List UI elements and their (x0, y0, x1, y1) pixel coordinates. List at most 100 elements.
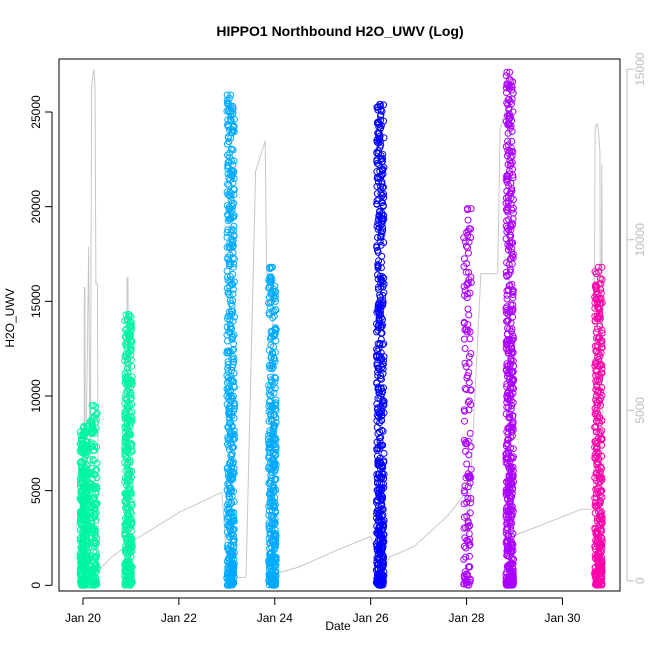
data-point (598, 541, 606, 549)
data-point (230, 508, 238, 516)
data-point (267, 278, 275, 286)
data-point (505, 105, 513, 113)
data-point (272, 374, 280, 382)
data-point (229, 270, 237, 278)
data-point (229, 516, 236, 524)
data-point (265, 294, 273, 302)
data-point (376, 441, 384, 449)
data-point (504, 101, 512, 109)
data-point (89, 577, 96, 585)
data-point (267, 523, 274, 531)
data-point (225, 505, 233, 513)
data-point (377, 374, 385, 382)
data-point (89, 428, 97, 436)
data-point (376, 531, 384, 539)
data-point (502, 410, 510, 418)
data-point (506, 483, 514, 491)
data-point (592, 377, 600, 385)
data-point (228, 145, 236, 153)
data-point (227, 429, 235, 437)
data-point (123, 505, 131, 512)
x-tick-label: Jan 30 (544, 611, 580, 625)
data-point (229, 307, 237, 315)
data-point (460, 255, 468, 263)
data-point (508, 328, 515, 336)
data-point (93, 459, 101, 467)
data-point (125, 469, 133, 477)
data-point (89, 456, 97, 463)
data-point (379, 224, 387, 232)
data-point (505, 316, 512, 324)
data-point (506, 75, 514, 83)
data-point (76, 526, 84, 534)
data-point (266, 427, 274, 435)
data-point (267, 406, 275, 414)
data-point (373, 452, 381, 460)
data-point (591, 312, 599, 320)
data-point (88, 464, 96, 472)
data-point (224, 361, 232, 369)
data-point (124, 514, 131, 522)
data-point (272, 536, 280, 544)
data-point (510, 577, 517, 584)
trace-line-layer (83, 69, 604, 581)
data-point (598, 520, 606, 528)
data-point (79, 472, 87, 480)
data-point (376, 102, 384, 110)
data-point (503, 81, 511, 89)
data-point (465, 397, 473, 405)
data-point (92, 411, 100, 419)
data-point (379, 155, 387, 163)
data-point (265, 402, 273, 410)
data-point (92, 490, 100, 498)
data-point (228, 422, 236, 430)
data-point (504, 241, 512, 248)
data-point (593, 485, 601, 493)
data-point (380, 384, 387, 392)
data-point (461, 359, 469, 367)
data-point (504, 137, 512, 145)
data-point (228, 157, 236, 165)
data-point (379, 388, 387, 395)
data-point (266, 490, 274, 497)
data-point (506, 68, 514, 76)
data-point (466, 563, 474, 571)
data-point (121, 459, 129, 467)
data-point (591, 542, 599, 550)
data-point (504, 199, 512, 207)
data-point (595, 449, 602, 457)
data-point (462, 553, 470, 561)
data-point (462, 386, 470, 393)
data-point (224, 558, 231, 565)
series-4-strip-1 (460, 205, 475, 589)
data-point (374, 262, 382, 270)
data-point (228, 363, 236, 371)
data-point (267, 273, 275, 281)
x-tick-label: Jan 24 (257, 611, 293, 625)
data-point (506, 231, 514, 239)
data-point (269, 441, 277, 449)
data-point (502, 309, 510, 317)
data-point (598, 441, 606, 449)
data-point (267, 556, 275, 563)
data-point (225, 157, 233, 165)
data-point (128, 338, 136, 346)
data-point (507, 154, 515, 162)
data-point (271, 405, 279, 413)
data-point (462, 363, 470, 371)
data-point (373, 540, 380, 548)
data-point (225, 215, 233, 223)
data-point (379, 579, 387, 587)
data-point (377, 228, 385, 236)
data-point (229, 227, 237, 234)
data-point (91, 443, 99, 451)
data-point (503, 568, 511, 576)
data-point (503, 520, 511, 528)
data-point (225, 181, 233, 189)
data-point (90, 507, 98, 515)
data-point (224, 364, 232, 372)
data-point (229, 290, 237, 298)
data-point (591, 563, 599, 571)
data-point (122, 434, 129, 442)
